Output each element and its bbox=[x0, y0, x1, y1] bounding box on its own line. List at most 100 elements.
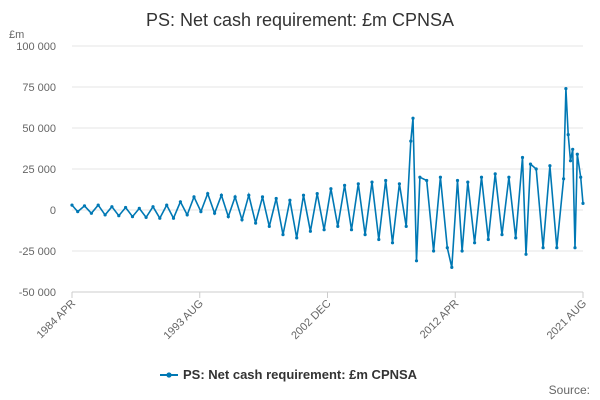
data-point[interactable] bbox=[528, 162, 533, 166]
data-point[interactable] bbox=[192, 195, 196, 199]
data-point[interactable] bbox=[541, 246, 545, 250]
data-point[interactable] bbox=[117, 214, 121, 218]
data-point[interactable] bbox=[178, 200, 182, 204]
data-point[interactable] bbox=[247, 193, 251, 197]
data-point[interactable] bbox=[564, 87, 568, 91]
data-point[interactable] bbox=[418, 175, 422, 179]
data-point[interactable] bbox=[260, 195, 265, 199]
data-point[interactable] bbox=[573, 246, 577, 250]
data-point[interactable] bbox=[473, 241, 477, 245]
data-point[interactable] bbox=[486, 237, 490, 242]
x-tick-label: 2021 AUG bbox=[545, 298, 589, 342]
data-point[interactable] bbox=[103, 213, 107, 217]
y-tick-label: -50 000 bbox=[19, 287, 56, 299]
y-tick-label: 75 000 bbox=[22, 82, 56, 94]
gridlines bbox=[72, 45, 583, 293]
data-point[interactable] bbox=[566, 133, 570, 137]
data-point[interactable] bbox=[329, 187, 333, 191]
data-point[interactable] bbox=[409, 139, 413, 143]
data-point[interactable] bbox=[414, 259, 419, 263]
x-tick-label: 1993 AUG bbox=[161, 298, 205, 342]
data-point[interactable] bbox=[349, 228, 354, 232]
data-point[interactable] bbox=[315, 192, 319, 196]
data-point[interactable] bbox=[274, 196, 278, 201]
data-point[interactable] bbox=[240, 218, 244, 222]
data-point[interactable] bbox=[390, 241, 395, 245]
data-point[interactable] bbox=[96, 203, 100, 207]
data-point[interactable] bbox=[165, 203, 169, 207]
data-point[interactable] bbox=[466, 180, 470, 184]
series-line[interactable] bbox=[71, 88, 584, 268]
data-point[interactable] bbox=[226, 215, 230, 219]
data-point[interactable] bbox=[281, 233, 285, 237]
data-point[interactable] bbox=[70, 203, 74, 207]
data-point[interactable] bbox=[206, 192, 210, 196]
data-point[interactable] bbox=[397, 182, 401, 186]
data-point[interactable] bbox=[130, 215, 135, 219]
data-point[interactable] bbox=[336, 224, 340, 228]
data-point[interactable] bbox=[110, 205, 114, 209]
data-point[interactable] bbox=[571, 147, 575, 151]
data-point[interactable] bbox=[377, 237, 381, 242]
data-point[interactable] bbox=[219, 193, 223, 197]
data-point[interactable] bbox=[581, 201, 585, 205]
data-point[interactable] bbox=[137, 206, 141, 210]
data-point[interactable] bbox=[76, 210, 80, 214]
data-point[interactable] bbox=[555, 246, 559, 250]
data-point[interactable] bbox=[411, 116, 415, 120]
legend[interactable]: PS: Net cash requirement: £m CPNSA bbox=[160, 367, 418, 382]
data-point[interactable] bbox=[213, 211, 217, 215]
data-point[interactable] bbox=[363, 233, 367, 237]
data-point[interactable] bbox=[425, 178, 429, 183]
data-point[interactable] bbox=[432, 249, 436, 253]
data-point[interactable] bbox=[151, 205, 155, 209]
data-point[interactable] bbox=[199, 210, 203, 214]
data-point[interactable] bbox=[568, 159, 573, 163]
data-point[interactable] bbox=[267, 224, 271, 228]
data-point[interactable] bbox=[254, 221, 258, 225]
data-point[interactable] bbox=[288, 198, 292, 202]
data-point[interactable] bbox=[575, 152, 579, 156]
data-point[interactable] bbox=[185, 213, 189, 217]
data-point[interactable] bbox=[343, 183, 347, 187]
data-point[interactable] bbox=[233, 195, 237, 199]
data-point[interactable] bbox=[438, 175, 442, 179]
data-point[interactable] bbox=[493, 172, 497, 176]
data-point[interactable] bbox=[500, 233, 504, 237]
data-point[interactable] bbox=[450, 265, 454, 269]
data-point[interactable] bbox=[404, 224, 408, 228]
data-point[interactable] bbox=[445, 246, 449, 250]
chart-title: PS: Net cash requirement: £m CPNSA bbox=[146, 10, 454, 30]
data-point[interactable] bbox=[514, 236, 518, 240]
data-point[interactable] bbox=[479, 175, 484, 179]
data-point[interactable] bbox=[124, 205, 128, 210]
data-point[interactable] bbox=[82, 204, 87, 208]
y-tick-label: 0 bbox=[50, 205, 56, 217]
data-point[interactable] bbox=[295, 236, 299, 240]
data-point[interactable] bbox=[308, 229, 312, 233]
data-point[interactable] bbox=[460, 249, 464, 253]
legend-label: PS: Net cash requirement: £m CPNSA bbox=[183, 367, 418, 382]
data-point[interactable] bbox=[89, 211, 93, 215]
data-point[interactable] bbox=[524, 252, 528, 256]
data-point[interactable] bbox=[507, 175, 511, 179]
data-point[interactable] bbox=[370, 180, 374, 184]
data-point[interactable] bbox=[562, 177, 566, 181]
data-point[interactable] bbox=[579, 175, 583, 179]
data-point[interactable] bbox=[301, 193, 306, 197]
data-point[interactable] bbox=[384, 178, 388, 183]
y-axis-unit-label: £m bbox=[9, 29, 24, 41]
data-point[interactable] bbox=[158, 216, 162, 220]
data-point[interactable] bbox=[520, 155, 525, 160]
y-axis-tick-labels: -50 000 -25 000 0 25 000 50 000 75 000 100 000 bbox=[16, 41, 56, 299]
data-point[interactable] bbox=[322, 228, 326, 232]
data-point[interactable] bbox=[548, 164, 552, 168]
data-point[interactable] bbox=[455, 178, 460, 183]
data-point[interactable] bbox=[144, 215, 148, 219]
x-tick-label: 2012 APR bbox=[418, 298, 462, 342]
data-point[interactable] bbox=[171, 216, 176, 220]
data-point[interactable] bbox=[534, 167, 538, 171]
data-point[interactable] bbox=[356, 182, 360, 186]
y-tick-label: -25 000 bbox=[19, 246, 56, 258]
